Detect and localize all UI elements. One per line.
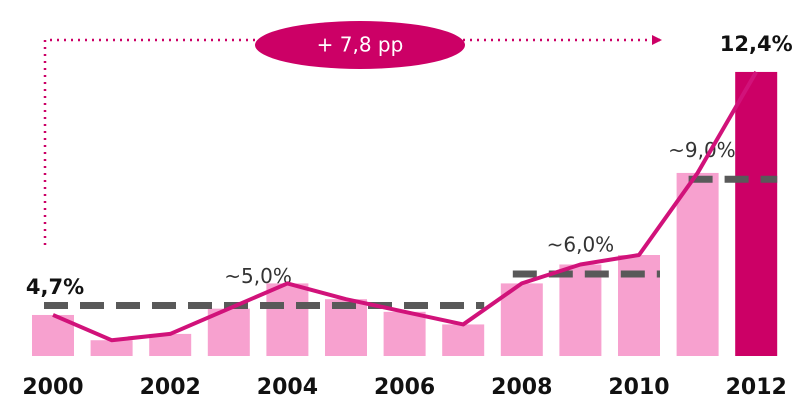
x-tick-label: 2000 [22, 375, 83, 400]
x-tick-label: 2010 [608, 375, 669, 400]
x-tick-label: 2008 [491, 375, 552, 400]
change-arrow [43, 35, 662, 245]
x-tick-label: 2002 [140, 375, 201, 400]
annotation: + 7,8 pp [317, 33, 404, 57]
bar [266, 283, 309, 356]
x-tick-label: 2006 [374, 375, 435, 400]
annotation-bubble [255, 21, 465, 69]
bar [442, 324, 485, 356]
reference-label: ~5,0% [224, 264, 292, 288]
value-label: 12,4% [720, 32, 793, 56]
bar [618, 255, 660, 356]
bar [383, 311, 426, 356]
bar [676, 172, 719, 356]
reference-label: ~9,0% [668, 138, 736, 162]
x-tick-label: 2004 [257, 375, 318, 400]
plot: ~5,0% ~6,0% ~9,0% 4,7% 12,4% 2000 2002 2004 2006… [22, 32, 792, 400]
reference-label: ~6,0% [547, 232, 615, 256]
bar [90, 340, 133, 356]
x-tick-label: 2012 [726, 375, 787, 400]
bar [735, 71, 778, 356]
trend-line [52, 70, 758, 343]
bar [149, 333, 192, 356]
value-label: 4,7% [26, 275, 84, 299]
bar [559, 264, 602, 356]
